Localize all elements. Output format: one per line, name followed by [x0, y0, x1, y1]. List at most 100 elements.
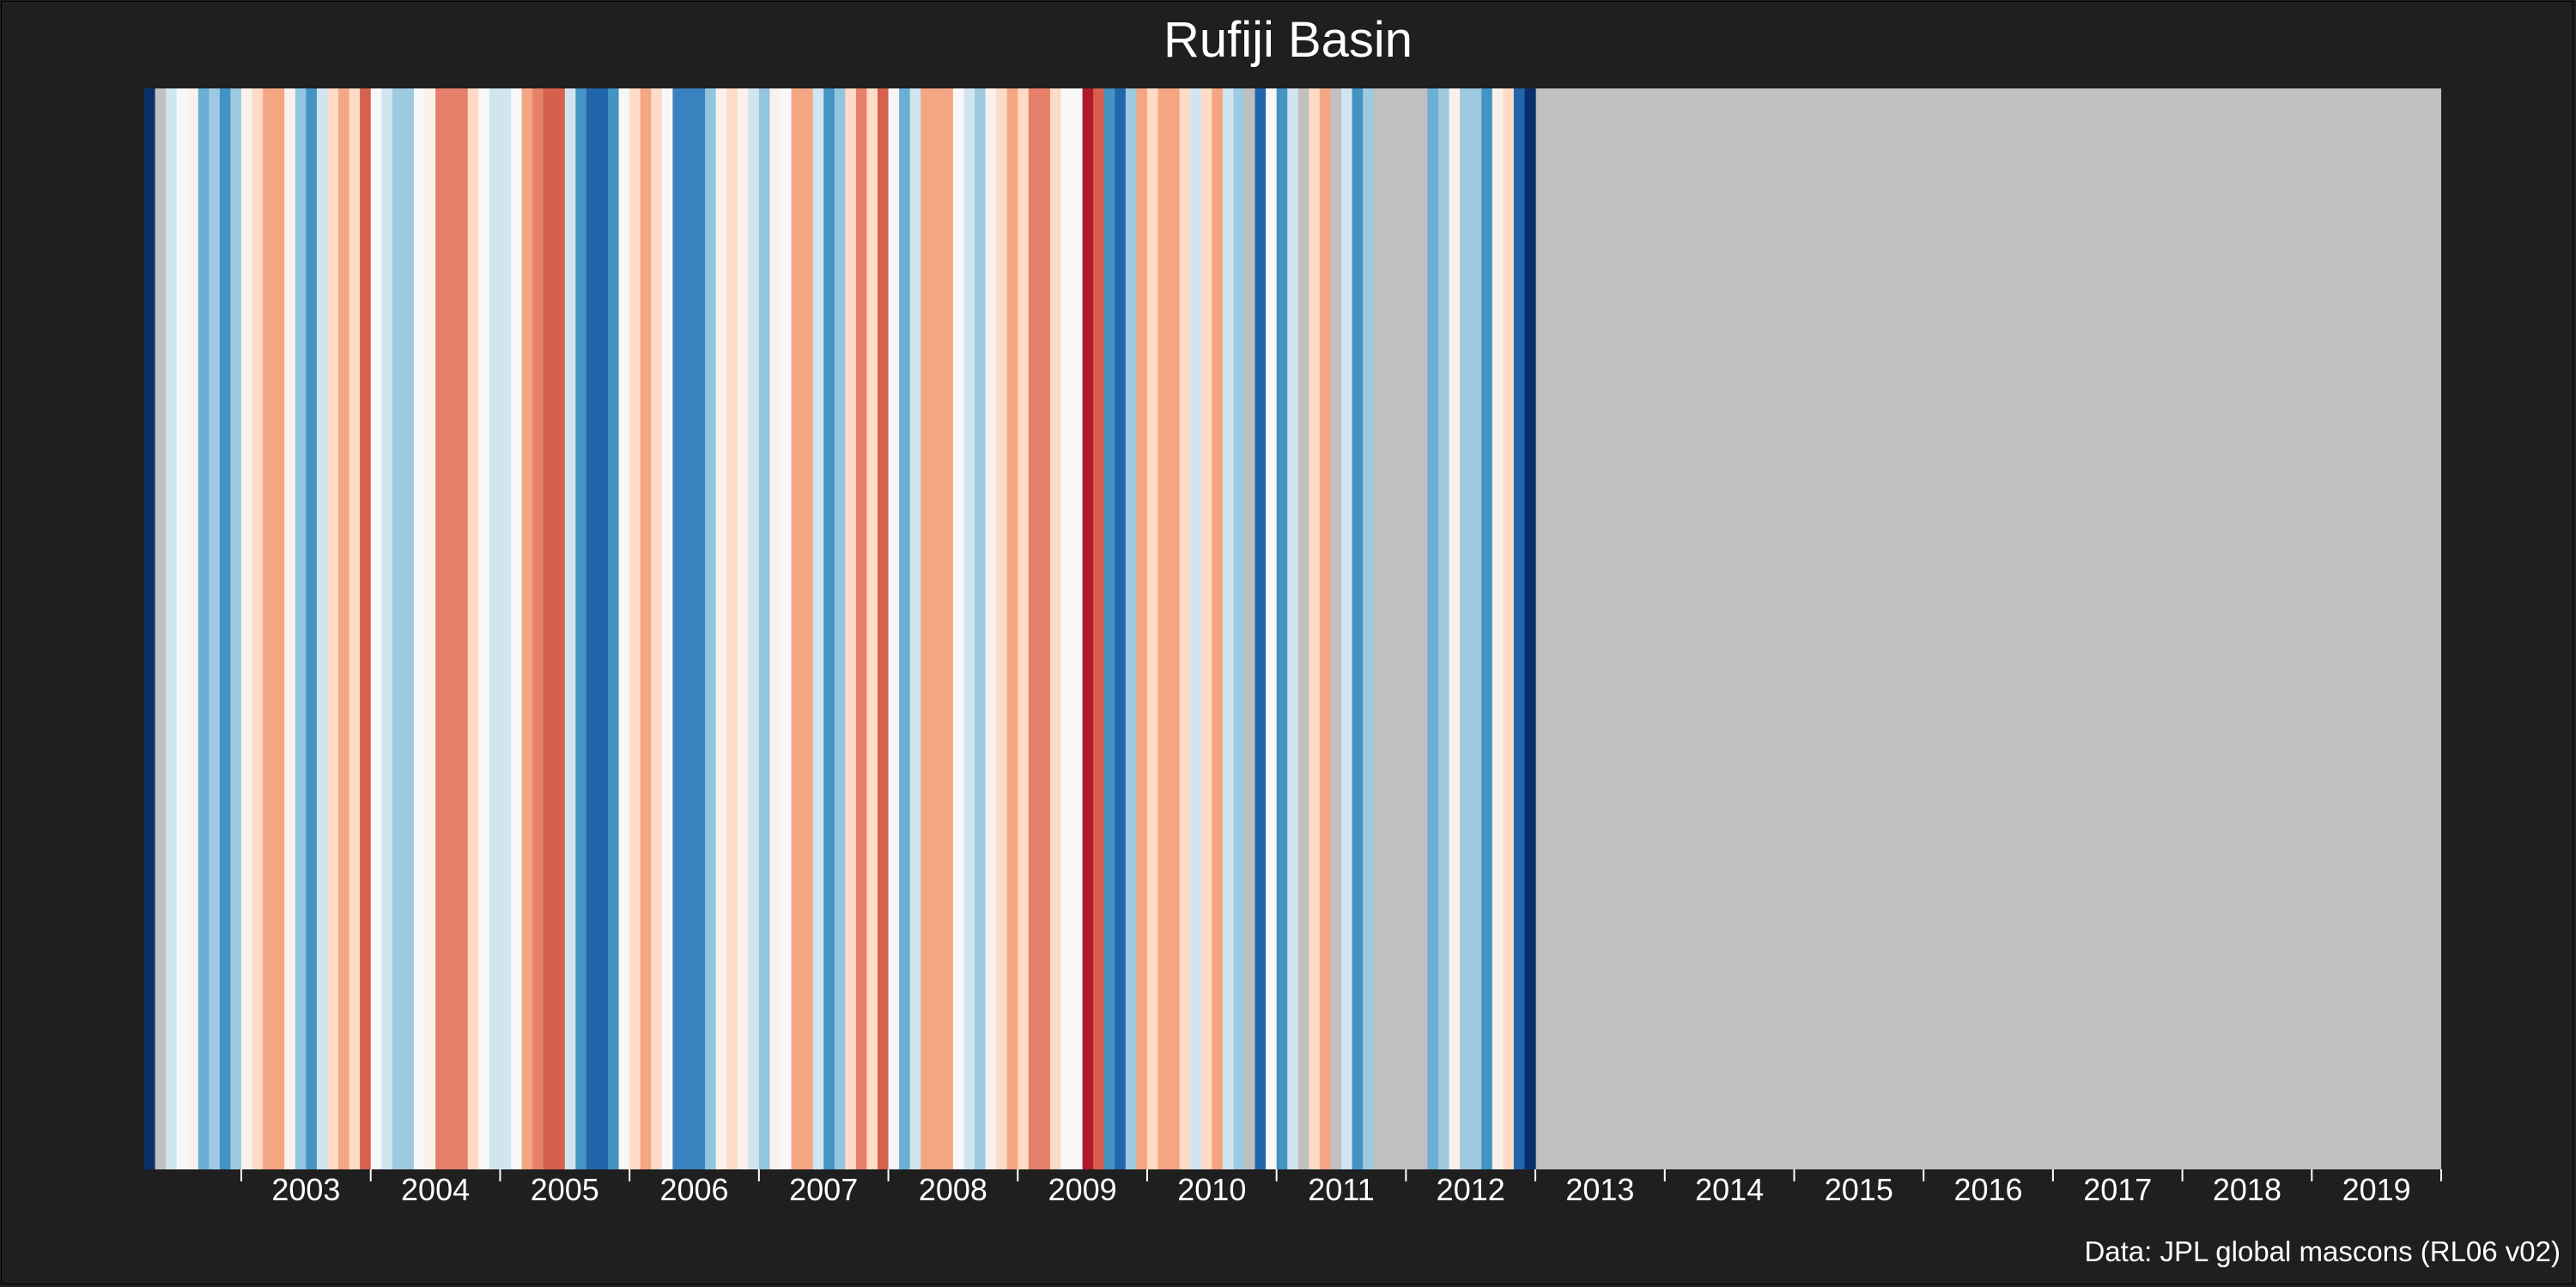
stripes-group — [144, 88, 2441, 1169]
x-tick-label-2015: 2015 — [1825, 1172, 1893, 1207]
stripe-2006-12 — [748, 88, 760, 1169]
stripe-2006-07 — [694, 88, 706, 1169]
stripe-2002-05 — [155, 88, 167, 1169]
stripe-2011-11 — [1384, 88, 1396, 1169]
stripe-2007-04 — [791, 88, 803, 1169]
stripe-2008-01 — [888, 88, 900, 1169]
stripe-2008-08 — [963, 88, 975, 1169]
x-tick-label-2005: 2005 — [531, 1172, 599, 1207]
stripe-2011-02 — [1287, 88, 1299, 1169]
stripe-2005-05 — [543, 88, 555, 1169]
stripe-2002-06 — [166, 88, 178, 1169]
stripe-2011-09 — [1363, 88, 1375, 1169]
stripe-2006-05 — [672, 88, 684, 1169]
stripe-2012-07 — [1470, 88, 1482, 1169]
stripe-2005-06 — [554, 88, 566, 1169]
stripe-2004-09 — [457, 88, 469, 1169]
stripe-2003-03 — [263, 88, 275, 1169]
x-axis-ticks — [240, 1169, 2442, 1181]
x-tick-label-2019: 2019 — [2342, 1172, 2411, 1207]
stripe-2004-06 — [424, 88, 436, 1169]
stripe-2009-11 — [1125, 88, 1137, 1169]
stripe-2005-01 — [500, 88, 512, 1169]
stripe-2009-03 — [1039, 88, 1051, 1169]
stripe-2008-12 — [1006, 88, 1018, 1169]
stripe-2009-09 — [1103, 88, 1115, 1169]
stripe-2011-01 — [1276, 88, 1288, 1169]
stripe-2010-10 — [1243, 88, 1256, 1169]
stripe-2004-04 — [403, 88, 415, 1169]
stripe-2002-11 — [219, 88, 232, 1169]
x-tick-label-2004: 2004 — [401, 1172, 470, 1207]
stripe-2006-06 — [683, 88, 696, 1169]
stripe-2009-05 — [1060, 88, 1072, 1169]
stripe-2007-11 — [866, 88, 878, 1169]
stripe-2012-03 — [1427, 88, 1439, 1169]
stripe-2004-01 — [370, 88, 382, 1169]
x-tick-label-2012: 2012 — [1437, 1172, 1505, 1207]
stripe-2009-06 — [1072, 88, 1084, 1169]
stripe-2012-02 — [1416, 88, 1429, 1169]
stripe-2011-03 — [1297, 88, 1309, 1169]
stripe-2003-05 — [284, 88, 296, 1169]
stripe-2005-11 — [608, 88, 620, 1169]
stripe-2002-07 — [176, 88, 188, 1169]
stripe-2003-02 — [252, 88, 264, 1169]
stripe-2006-04 — [661, 88, 673, 1169]
stripe-2004-03 — [392, 88, 404, 1169]
stripe-2006-09 — [715, 88, 727, 1169]
stripe-2007-09 — [845, 88, 857, 1169]
stripe-2003-04 — [273, 88, 285, 1169]
stripe-2010-11 — [1255, 88, 1267, 1169]
stripe-2007-01 — [758, 88, 771, 1169]
stripe-2009-12 — [1136, 88, 1148, 1169]
stripe-2009-01 — [1018, 88, 1030, 1169]
stripe-2002-09 — [197, 88, 210, 1169]
stripe-2006-08 — [705, 88, 717, 1169]
stripe-2003-01 — [241, 88, 253, 1169]
stripe-2008-02 — [899, 88, 911, 1169]
stripe-2012-12 — [1524, 88, 1536, 1169]
stripe-2011-04 — [1309, 88, 1321, 1169]
stripe-2012-08 — [1481, 88, 1493, 1169]
stripe-2004-11 — [478, 88, 490, 1169]
stripe-2005-12 — [618, 88, 630, 1169]
stripe-2005-04 — [532, 88, 544, 1169]
stripe-2007-08 — [834, 88, 846, 1169]
stripe-2010-08 — [1222, 88, 1235, 1169]
stripe-2004-12 — [489, 88, 501, 1169]
stripe-2002-12 — [230, 88, 242, 1169]
x-tick-label-2010: 2010 — [1177, 1172, 1246, 1207]
stripe-2009-10 — [1115, 88, 1127, 1169]
stripe-2004-05 — [413, 88, 426, 1169]
stripe-2004-02 — [381, 88, 393, 1169]
stripe-2011-08 — [1352, 88, 1364, 1169]
stripe-2008-06 — [942, 88, 954, 1169]
stripe-2004-08 — [446, 88, 458, 1169]
chart-title: Rufiji Basin — [1163, 12, 1413, 68]
x-tick-label-2007: 2007 — [789, 1172, 858, 1207]
stripe-2008-05 — [931, 88, 943, 1169]
stripe-2004-10 — [467, 88, 479, 1169]
stripe-2008-09 — [975, 88, 987, 1169]
stripe-2011-12 — [1394, 88, 1406, 1169]
stripe-2005-09 — [586, 88, 598, 1169]
stripe-2010-06 — [1200, 88, 1212, 1169]
stripe-2008-11 — [996, 88, 1008, 1169]
stripe-2011-05 — [1319, 88, 1332, 1169]
stripe-2007-12 — [877, 88, 890, 1169]
x-tick-label-2013: 2013 — [1565, 1172, 1634, 1207]
stripe-2010-02 — [1157, 88, 1170, 1169]
stripe-2005-02 — [511, 88, 523, 1169]
stripe-2003-11 — [349, 88, 361, 1169]
stripe-2005-10 — [597, 88, 609, 1169]
x-tick-label-2011: 2011 — [1308, 1172, 1374, 1207]
stripe-2005-07 — [564, 88, 576, 1169]
stripe-2012-05 — [1449, 88, 1461, 1169]
stripe-2009-04 — [1049, 88, 1062, 1169]
x-tick-label-2006: 2006 — [659, 1172, 728, 1207]
stripe-2012-10 — [1503, 88, 1515, 1169]
stripe-2012-09 — [1492, 88, 1504, 1169]
stripe-2008-07 — [952, 88, 965, 1169]
